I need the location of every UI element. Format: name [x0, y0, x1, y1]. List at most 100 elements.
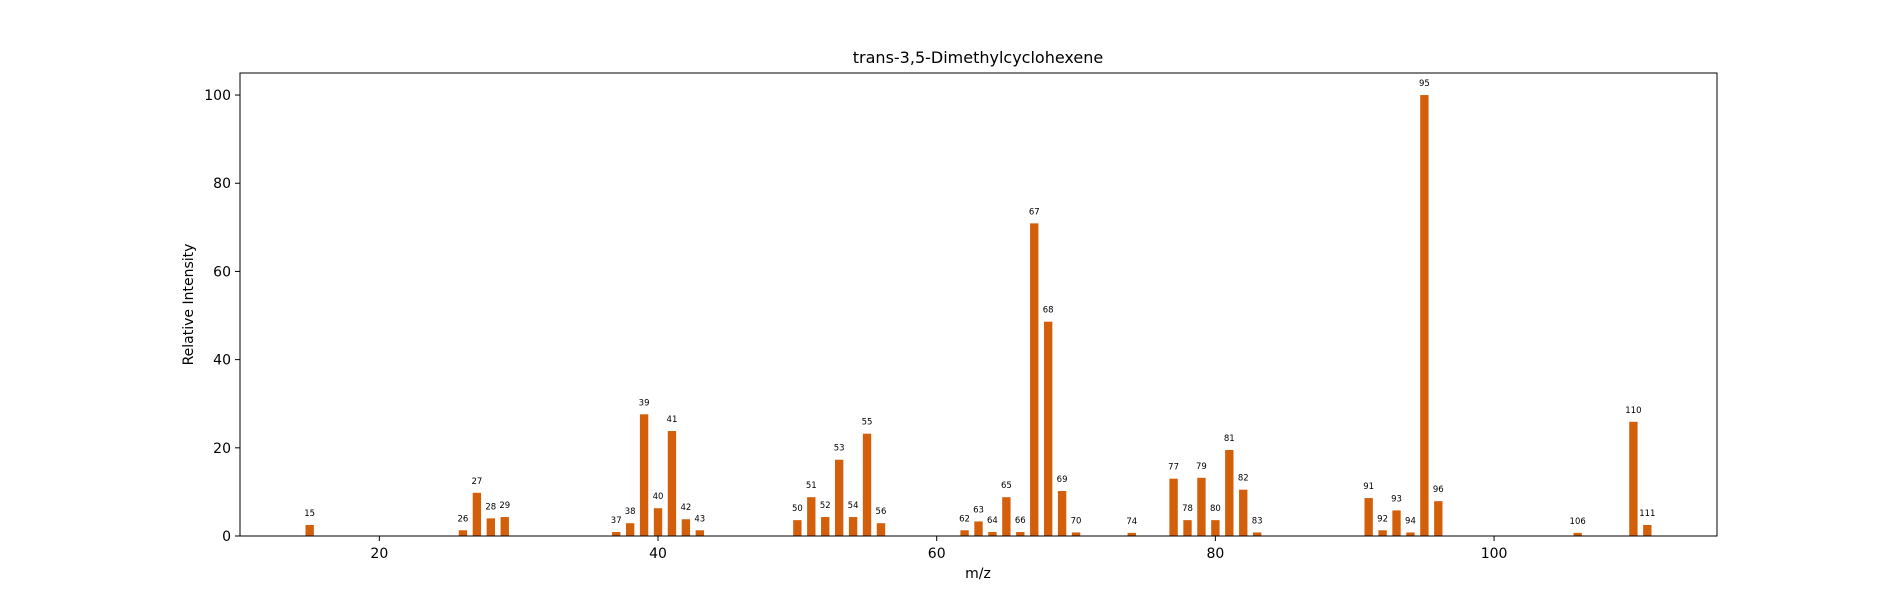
data-label-mz-78: 78 [1182, 504, 1193, 514]
x-tick-label-60: 60 [928, 546, 946, 562]
data-label-mz-51: 51 [806, 481, 817, 491]
data-label-mz-65: 65 [1001, 481, 1012, 491]
bar-mz-50 [793, 520, 802, 536]
bar-mz-55 [862, 433, 872, 536]
data-label-mz-96: 96 [1433, 485, 1444, 495]
bar-mz-91 [1364, 498, 1373, 536]
bar-mz-66 [1016, 532, 1025, 536]
bar-mz-37 [612, 532, 621, 536]
bar-mz-93 [1392, 510, 1401, 536]
x-tick-label-20: 20 [370, 546, 388, 562]
bar-mz-82 [1239, 489, 1248, 536]
bar-mz-56 [876, 523, 886, 536]
data-label-mz-41: 41 [667, 415, 678, 425]
bar-mz-80 [1211, 520, 1220, 536]
bar-mz-79 [1197, 477, 1206, 536]
y-tick-label-20: 20 [213, 441, 231, 457]
bar-mz-62 [960, 530, 969, 536]
data-label-mz-66: 66 [1015, 516, 1026, 526]
bar-mz-27 [472, 492, 482, 536]
bar-mz-74 [1127, 532, 1136, 536]
bar-mz-54 [848, 517, 858, 536]
data-label-mz-93: 93 [1391, 494, 1402, 504]
bar-mz-53 [834, 459, 844, 536]
data-label-mz-43: 43 [694, 514, 705, 524]
bar-mz-68 [1043, 321, 1053, 536]
data-label-mz-94: 94 [1405, 516, 1416, 526]
y-tick-label-80: 80 [213, 176, 231, 192]
data-label-mz-39: 39 [639, 398, 650, 408]
bar-mz-78 [1183, 520, 1192, 536]
data-label-mz-68: 68 [1043, 306, 1054, 316]
bar-mz-51 [807, 497, 816, 536]
bar-mz-42 [681, 519, 691, 536]
data-label-mz-54: 54 [848, 501, 859, 511]
bar-mz-106 [1573, 532, 1582, 536]
bar-mz-95 [1420, 95, 1429, 537]
data-label-mz-42: 42 [680, 503, 691, 513]
data-label-mz-27: 27 [471, 477, 482, 487]
data-label-mz-81: 81 [1224, 434, 1235, 444]
bar-mz-64 [988, 532, 997, 536]
data-label-mz-62: 62 [959, 514, 970, 524]
y-tick-label-0: 0 [222, 529, 231, 545]
bar-mz-52 [821, 517, 830, 536]
bar-mz-83 [1253, 532, 1262, 536]
bar-mz-110 [1629, 421, 1638, 536]
data-label-mz-55: 55 [862, 418, 873, 428]
bar-mz-15 [305, 524, 314, 536]
bar-mz-92 [1378, 530, 1387, 536]
bar-mz-81 [1225, 450, 1234, 536]
data-label-mz-29: 29 [499, 501, 510, 511]
x-axis: 20 40 60 80 100 [370, 536, 1507, 562]
bar-mz-96 [1434, 501, 1443, 536]
y-tick-label-100: 100 [204, 88, 231, 104]
bar-mz-111 [1643, 524, 1652, 536]
data-label-mz-95: 95 [1419, 79, 1430, 89]
bar-mz-40 [653, 508, 663, 536]
y-tick-label-60: 60 [213, 264, 231, 280]
bar-mz-26 [458, 530, 468, 536]
bar-mz-41 [667, 431, 677, 536]
data-label-mz-40: 40 [653, 492, 664, 502]
x-axis-label: m/z [965, 566, 991, 582]
data-label-mz-70: 70 [1071, 516, 1082, 526]
x-tick-label-40: 40 [649, 546, 667, 562]
data-label-mz-69: 69 [1057, 475, 1068, 485]
x-tick-label-100: 100 [1481, 546, 1508, 562]
data-label-mz-28: 28 [485, 502, 496, 512]
data-label-mz-53: 53 [834, 444, 845, 454]
data-label-mz-110: 110 [1625, 406, 1641, 416]
chart-title: trans-3,5-Dimethylcyclohexene [853, 48, 1103, 67]
bar-mz-29 [500, 517, 509, 536]
y-tick-label-40: 40 [213, 353, 231, 369]
bar-mz-94 [1406, 532, 1415, 536]
data-label-mz-67: 67 [1029, 207, 1040, 217]
plot-frame [239, 72, 1718, 537]
x-tick-label-80: 80 [1206, 546, 1224, 562]
bar-mz-69 [1057, 491, 1067, 536]
data-label-mz-111: 111 [1639, 509, 1655, 519]
data-label-mz-38: 38 [625, 507, 636, 517]
data-label-mz-77: 77 [1168, 463, 1179, 473]
data-label-mz-63: 63 [973, 505, 984, 515]
bar-mz-39 [639, 414, 649, 536]
bar-mz-70 [1071, 532, 1081, 536]
data-label-mz-79: 79 [1196, 462, 1207, 472]
bar-mz-43 [695, 530, 704, 536]
bar-mz-63 [974, 521, 983, 536]
data-label-mz-83: 83 [1252, 516, 1263, 526]
data-label-mz-82: 82 [1238, 474, 1249, 484]
data-label-mz-92: 92 [1377, 514, 1388, 524]
data-label-mz-50: 50 [792, 504, 803, 514]
data-label-mz-64: 64 [987, 516, 998, 526]
data-label-mz-106: 106 [1570, 517, 1586, 527]
data-label-mz-26: 26 [458, 514, 469, 524]
data-label-mz-52: 52 [820, 501, 831, 511]
data-label-mz-37: 37 [611, 516, 622, 526]
y-axis: 0 20 40 60 80 100 [204, 88, 240, 545]
data-label-mz-74: 74 [1126, 517, 1137, 527]
bar-mz-77 [1169, 478, 1178, 536]
